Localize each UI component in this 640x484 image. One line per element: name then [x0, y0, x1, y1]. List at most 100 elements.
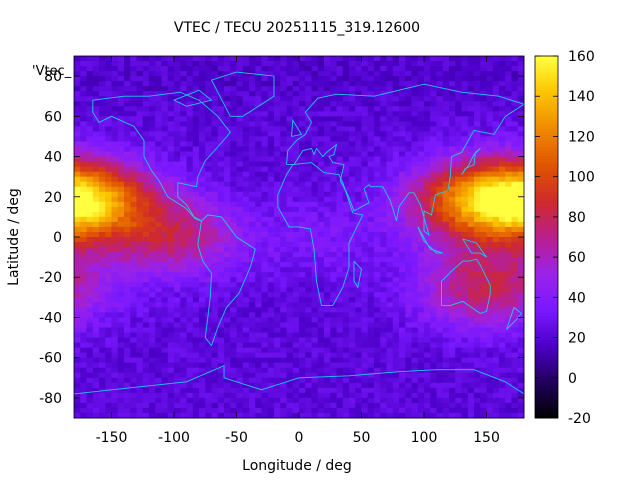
heatmap-cell [149, 66, 156, 72]
heatmap-cell [449, 317, 456, 323]
heatmap-cell [442, 312, 450, 318]
heatmap-cell [374, 91, 381, 97]
heatmap-cell [430, 221, 437, 228]
heatmap-cell [499, 191, 506, 198]
heatmap-cell [505, 247, 512, 253]
heatmap-cell [124, 252, 131, 258]
heatmap-cell [305, 347, 312, 354]
heatmap-cell [280, 131, 287, 137]
heatmap-cell [167, 237, 175, 243]
heatmap-cell [455, 362, 462, 369]
heatmap-cell [86, 297, 94, 303]
heatmap-cell [467, 166, 475, 173]
heatmap-cell [117, 186, 125, 193]
heatmap-cell [142, 372, 150, 379]
heatmap-cell [411, 91, 419, 97]
heatmap-cell [80, 96, 87, 102]
heatmap-cell [442, 272, 450, 278]
heatmap-cell [161, 312, 169, 318]
heatmap-cell [380, 272, 387, 278]
heatmap-cell [474, 337, 481, 343]
heatmap-cell [274, 262, 281, 268]
heatmap-cell [461, 101, 469, 107]
heatmap-cell [411, 181, 419, 188]
heatmap-cell [74, 372, 81, 379]
heatmap-cell [99, 61, 106, 67]
heatmap-cell [180, 166, 187, 173]
heatmap-cell [217, 136, 225, 142]
heatmap-cell [205, 392, 212, 399]
heatmap-cell [217, 267, 225, 273]
heatmap-cell [505, 392, 512, 399]
heatmap-cell [330, 277, 337, 283]
heatmap-cell [467, 332, 475, 338]
heatmap-cell [286, 181, 294, 188]
heatmap-cell [142, 136, 150, 142]
heatmap-cell [380, 136, 387, 142]
heatmap-cell [492, 372, 500, 379]
heatmap-cell [367, 201, 375, 208]
heatmap-cell [124, 292, 131, 298]
heatmap-cell [380, 196, 387, 203]
heatmap-cell [405, 242, 412, 248]
heatmap-cell [455, 201, 462, 208]
heatmap-cell [236, 322, 244, 328]
heatmap-cell [324, 96, 331, 102]
heatmap-cell [505, 372, 512, 379]
heatmap-cell [449, 327, 456, 333]
heatmap-cell [330, 362, 337, 369]
heatmap-cell [211, 86, 219, 92]
heatmap-cell [249, 231, 256, 238]
heatmap-cell [180, 332, 187, 338]
heatmap-cell [261, 151, 269, 157]
heatmap-cell [286, 221, 294, 228]
heatmap-cell [311, 267, 319, 273]
heatmap-cell [499, 322, 506, 328]
heatmap-cell [355, 96, 362, 102]
heatmap-cell [255, 56, 262, 62]
heatmap-cell [261, 216, 269, 223]
heatmap-cell [142, 56, 150, 62]
heatmap-cell [117, 322, 125, 328]
heatmap-cell [217, 272, 225, 278]
heatmap-cell [367, 287, 375, 293]
heatmap-cell [392, 257, 400, 263]
heatmap-cell [286, 121, 294, 127]
heatmap-cell [292, 216, 300, 223]
heatmap-cell [111, 307, 119, 313]
heatmap-cell [80, 166, 87, 173]
heatmap-cell [417, 156, 425, 162]
heatmap-cell [205, 151, 212, 157]
heatmap-cell [380, 327, 387, 333]
heatmap-cell [92, 111, 100, 117]
heatmap-cell [205, 81, 212, 87]
heatmap-cell [299, 221, 306, 228]
heatmap-cell [511, 312, 519, 318]
heatmap-cell [349, 362, 356, 369]
heatmap-cell [74, 382, 81, 389]
heatmap-cell [155, 332, 162, 338]
heatmap-cell [461, 262, 469, 268]
heatmap-cell [442, 372, 450, 379]
heatmap-cell [186, 181, 194, 188]
heatmap-cell [305, 181, 312, 188]
heatmap-cell [217, 61, 225, 67]
heatmap-cell [124, 307, 131, 313]
heatmap-cell [355, 272, 362, 278]
heatmap-cell [280, 282, 287, 288]
heatmap-cell [155, 196, 162, 203]
heatmap-cell [324, 337, 331, 343]
heatmap-cell [417, 176, 425, 183]
heatmap-cell [267, 231, 275, 238]
heatmap-cell [211, 362, 219, 369]
heatmap-cell [380, 297, 387, 303]
heatmap-cell [505, 211, 512, 218]
heatmap-cell [161, 377, 169, 384]
heatmap-cell [117, 392, 125, 399]
heatmap-cell [280, 347, 287, 354]
heatmap-cell [317, 216, 325, 223]
heatmap-cell [286, 86, 294, 92]
heatmap-cell [205, 186, 212, 193]
heatmap-cell [249, 216, 256, 223]
heatmap-cell [161, 392, 169, 399]
